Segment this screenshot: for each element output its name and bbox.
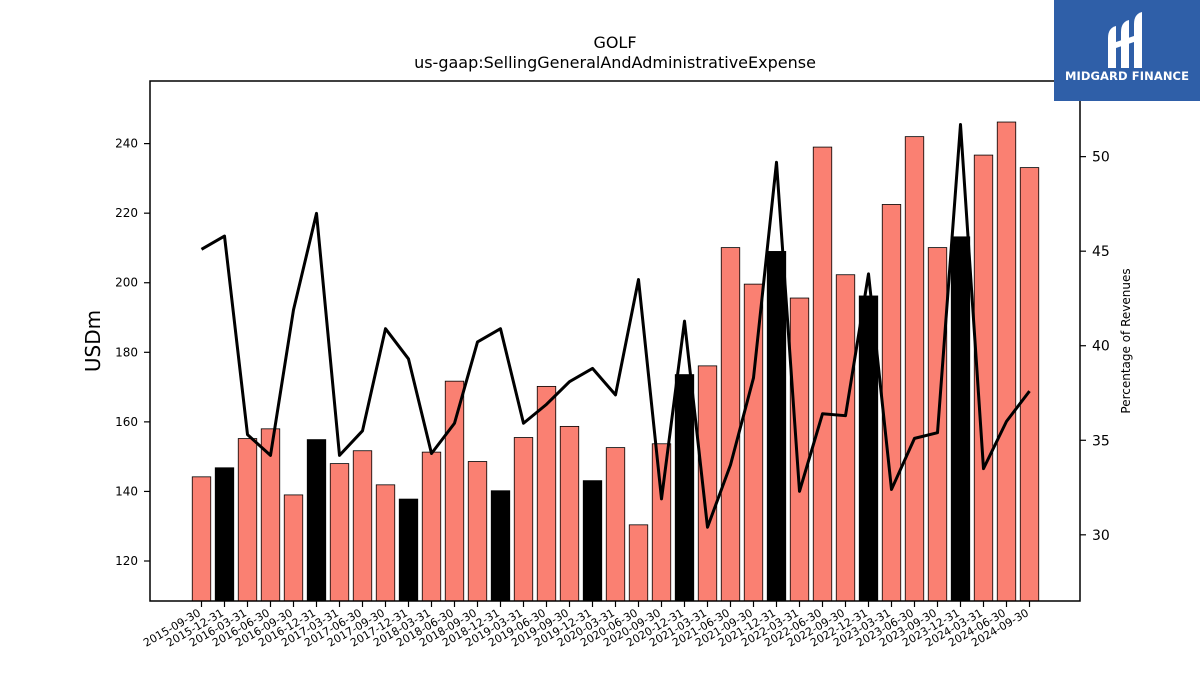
bar [950, 236, 971, 602]
right-axis: 30 35 40 45 50 [1080, 150, 1110, 544]
bar [628, 524, 649, 602]
y-tick-label: 240 [115, 137, 138, 151]
bar [605, 447, 626, 602]
y-right-tick-label: 35 [1092, 433, 1110, 449]
bar [283, 494, 304, 602]
y-tick-label: 140 [115, 484, 138, 498]
bar [329, 463, 350, 602]
logo-mark-icon [1108, 12, 1142, 68]
y-tick-label: 160 [115, 415, 138, 429]
bar [996, 121, 1017, 602]
logo-text: MIDGARD FINANCE [1064, 69, 1190, 83]
line-group [200, 122, 1031, 529]
bar [490, 490, 511, 602]
bar [398, 498, 419, 602]
y-axis-label-right: Percentage of Revenues [1119, 268, 1133, 413]
y-tick-label: 200 [115, 276, 138, 290]
bar [766, 251, 787, 602]
bar [674, 374, 695, 602]
x-axis: 2015-09-302015-12-312016-03-312016-06-30… [141, 601, 1031, 650]
bar [812, 146, 833, 602]
y-right-tick-label: 40 [1092, 339, 1110, 355]
left-axis: 120 140 160 180 200 220 240 [115, 137, 150, 568]
bar [1019, 167, 1040, 602]
bar [881, 204, 902, 602]
bar [421, 451, 442, 602]
bar [697, 365, 718, 602]
y-tick-label: 220 [115, 206, 138, 220]
bar [720, 247, 741, 602]
y-right-tick-label: 50 [1092, 150, 1110, 166]
chart-title: GOLF [593, 33, 636, 52]
bar [444, 380, 465, 602]
bar [559, 425, 580, 602]
bar [467, 461, 488, 602]
percentage-line [200, 122, 1031, 529]
y-axis-label-left: USDm [81, 310, 105, 372]
bar [191, 476, 212, 602]
bar [513, 437, 534, 602]
bar [904, 136, 925, 602]
bar [214, 467, 235, 602]
y-tick-label: 120 [115, 554, 138, 568]
y-right-tick-label: 30 [1092, 528, 1110, 544]
bar [536, 385, 557, 602]
bar [651, 443, 672, 602]
bar [375, 484, 396, 602]
chart-subtitle: us-gaap:SellingGeneralAndAdministrativeE… [414, 53, 816, 72]
bar [237, 438, 258, 602]
bar [789, 297, 810, 602]
bar [743, 283, 764, 602]
bars-group [191, 121, 1040, 602]
y-right-tick-label: 45 [1092, 244, 1110, 260]
bar [352, 450, 373, 602]
bar [835, 274, 856, 602]
brand-logo: MIDGARD FINANCE [1054, 0, 1200, 101]
y-tick-label: 180 [115, 345, 138, 359]
bar [306, 439, 327, 602]
bar [582, 480, 603, 602]
